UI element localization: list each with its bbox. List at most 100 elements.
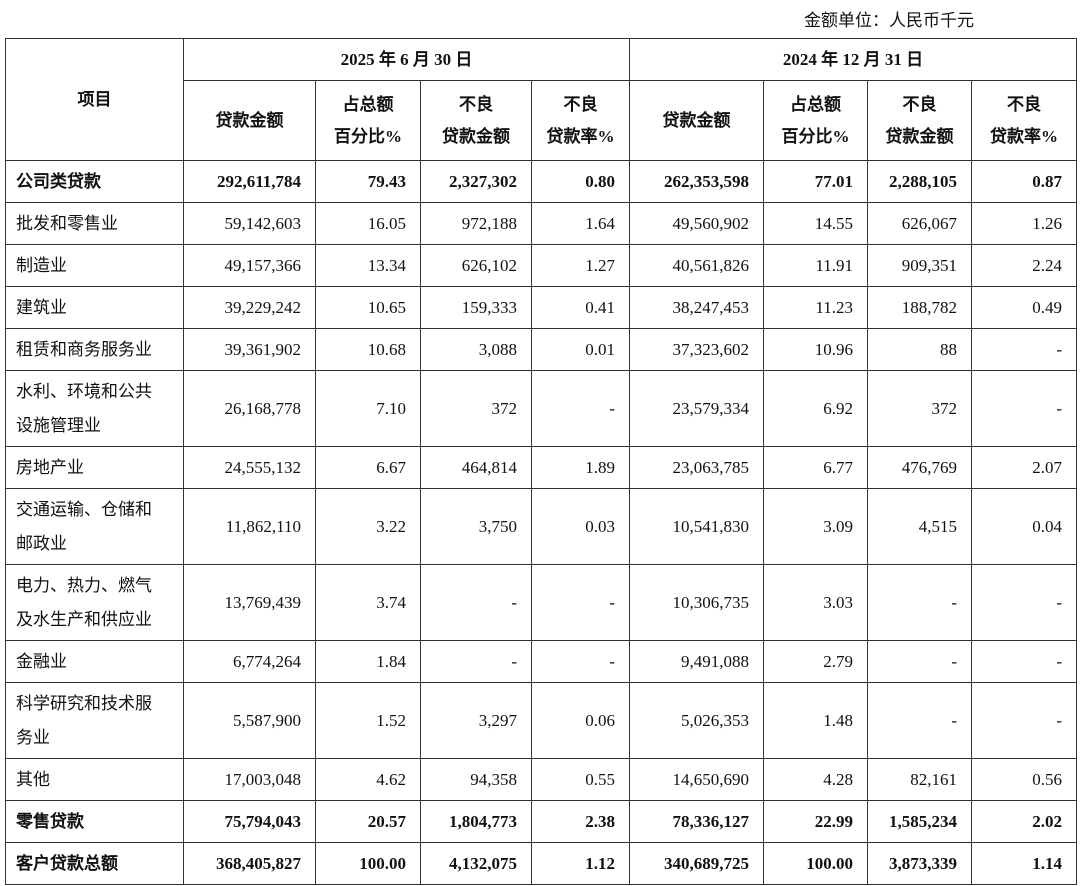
cell-share-percent-2025: 16.05: [315, 202, 421, 245]
cell-npl-ratio-2024: -: [971, 370, 1077, 447]
cell-npl-ratio-2025: -: [531, 640, 630, 683]
cell-loan-amount-2024: 23,063,785: [629, 446, 764, 489]
cell-npl-amount-2025: 4,132,075: [420, 842, 532, 885]
row-label-line: 科学研究和技术服: [16, 693, 152, 713]
cell-npl-ratio-2024: 2.07: [971, 446, 1077, 489]
cell-npl-amount-2024: 626,067: [867, 202, 972, 245]
cell-share-percent-2024: 11.23: [763, 286, 868, 329]
cell-npl-amount-2024: -: [867, 640, 972, 683]
cell-share-percent-2024: 6.92: [763, 370, 868, 447]
cell-npl-ratio-2024: 1.26: [971, 202, 1077, 245]
cell-npl-ratio-2024: 2.02: [971, 800, 1077, 843]
table-row: 零售贷款 75,794,043 20.57 1,804,773 2.38 78,336,1…: [5, 800, 1077, 843]
header-text: 占总额: [790, 94, 841, 114]
row-label-line: 公司类贷款: [16, 171, 101, 191]
header-text: 贷款金额: [662, 110, 731, 130]
cell-loan-amount-2024: 78,336,127: [629, 800, 764, 843]
cell-npl-ratio-2024: 1.14: [971, 842, 1077, 885]
header-row-columns: 贷款金额 占总额 百分比% 不良 贷款金额 不良 贷款率% 贷款金额 占总额 百分比% 不良 贷款金额…: [6, 80, 1077, 161]
cell-share-percent-2025: 6.67: [315, 446, 421, 489]
header-loan-amount-2025: 贷款金额: [183, 80, 316, 161]
cell-loan-amount-2025: 11,862,110: [183, 488, 316, 565]
cell-npl-ratio-2025: -: [531, 370, 630, 447]
row-label: 交通运输、仓储和 邮政业: [5, 488, 184, 565]
cell-npl-ratio-2024: -: [971, 328, 1077, 371]
row-label: 客户贷款总额: [5, 842, 184, 885]
table-row: 水利、环境和公共 设施管理业 26,168,778 7.10 372-23,579,33…: [5, 370, 1077, 447]
cell-loan-amount-2025: 39,361,902: [183, 328, 316, 371]
header-text: 贷款金额: [885, 126, 954, 146]
cell-share-percent-2025: 7.10: [315, 370, 421, 447]
cell-share-percent-2025: 1.52: [315, 682, 421, 759]
cell-loan-amount-2025: 292,611,784: [183, 160, 316, 203]
cell-npl-amount-2024: 4,515: [867, 488, 972, 565]
cell-npl-amount-2024: 1,585,234: [867, 800, 972, 843]
cell-npl-amount-2024: 88: [867, 328, 972, 371]
cell-npl-amount-2024: 476,769: [867, 446, 972, 489]
table-body: 公司类贷款 292,611,784 79.43 2,327,302 0.80 262,35…: [5, 160, 1077, 885]
cell-npl-amount-2025: 3,750: [420, 488, 532, 565]
row-label: 水利、环境和公共 设施管理业: [5, 370, 184, 447]
cell-npl-ratio-2025: 1.27: [531, 244, 630, 287]
table-row: 科学研究和技术服 务业 5,587,900 1.52 3,297 0.06 5,026,35…: [5, 682, 1077, 759]
cell-share-percent-2025: 10.65: [315, 286, 421, 329]
cell-npl-ratio-2024: 2.24: [971, 244, 1077, 287]
cell-loan-amount-2025: 26,168,778: [183, 370, 316, 447]
cell-npl-amount-2025: 2,327,302: [420, 160, 532, 203]
cell-npl-ratio-2024: -: [971, 564, 1077, 641]
cell-npl-ratio-2025: 0.01: [531, 328, 630, 371]
cell-share-percent-2024: 14.55: [763, 202, 868, 245]
cell-loan-amount-2024: 37,323,602: [629, 328, 764, 371]
row-label: 公司类贷款: [5, 160, 184, 203]
header-text: 贷款金额: [442, 126, 510, 146]
cell-npl-ratio-2025: 0.80: [531, 160, 630, 203]
cell-npl-ratio-2025: 0.55: [531, 758, 630, 801]
cell-loan-amount-2025: 6,774,264: [183, 640, 316, 683]
cell-share-percent-2024: 2.79: [763, 640, 868, 683]
cell-npl-amount-2025: 94,358: [420, 758, 532, 801]
cell-npl-amount-2024: -: [867, 564, 972, 641]
header-item: 项目: [5, 38, 184, 161]
cell-loan-amount-2025: 13,769,439: [183, 564, 316, 641]
cell-share-percent-2024: 22.99: [763, 800, 868, 843]
header-npl-ratio-2025: 不良 贷款率%: [531, 80, 630, 161]
cell-share-percent-2025: 10.68: [315, 328, 421, 371]
cell-loan-amount-2025: 17,003,048: [183, 758, 316, 801]
cell-share-percent-2025: 13.34: [315, 244, 421, 287]
cell-share-percent-2025: 20.57: [315, 800, 421, 843]
cell-loan-amount-2024: 10,306,735: [629, 564, 764, 641]
cell-npl-amount-2024: 82,161: [867, 758, 972, 801]
header-text: 百分比%: [781, 126, 850, 146]
cell-npl-ratio-2025: 0.06: [531, 682, 630, 759]
cell-loan-amount-2024: 49,560,902: [629, 202, 764, 245]
cell-share-percent-2025: 4.62: [315, 758, 421, 801]
row-label: 租赁和商务服务业: [5, 328, 184, 371]
cell-share-percent-2025: 3.74: [315, 564, 421, 641]
header-text: 贷款率%: [546, 126, 615, 146]
cell-loan-amount-2024: 23,579,334: [629, 370, 764, 447]
cell-loan-amount-2024: 10,541,830: [629, 488, 764, 565]
cell-share-percent-2024: 6.77: [763, 446, 868, 489]
cell-share-percent-2024: 11.91: [763, 244, 868, 287]
cell-share-percent-2024: 4.28: [763, 758, 868, 801]
cell-loan-amount-2025: 75,794,043: [183, 800, 316, 843]
cell-npl-ratio-2025: 1.64: [531, 202, 630, 245]
cell-loan-amount-2024: 5,026,353: [629, 682, 764, 759]
header-text: 百分比%: [334, 126, 402, 146]
cell-share-percent-2024: 77.01: [763, 160, 868, 203]
cell-npl-ratio-2025: 0.03: [531, 488, 630, 565]
cell-loan-amount-2025: 39,229,242: [183, 286, 316, 329]
header-share-percent-2024: 占总额百分比%: [763, 80, 868, 161]
row-label: 房地产业: [5, 446, 184, 489]
header-period-2025: 2025 年 6 月 30 日: [183, 38, 630, 81]
header-text: 占总额: [342, 94, 394, 114]
header-text: 贷款率%: [990, 126, 1058, 146]
loan-industry-table: 项目 2025 年 6 月 30 日 2024 年 12 月 31 日 贷款金额…: [5, 38, 1077, 885]
cell-loan-amount-2025: 5,587,900: [183, 682, 316, 759]
table-row: 金融业 6,774,264 1.84- -9,491,088 2.79- -: [5, 640, 1077, 683]
cell-npl-ratio-2024: 0.87: [971, 160, 1077, 203]
cell-npl-ratio-2025: -: [531, 564, 630, 641]
cell-loan-amount-2024: 9,491,088: [629, 640, 764, 683]
cell-npl-ratio-2024: 0.56: [971, 758, 1077, 801]
cell-npl-amount-2025: -: [420, 564, 532, 641]
